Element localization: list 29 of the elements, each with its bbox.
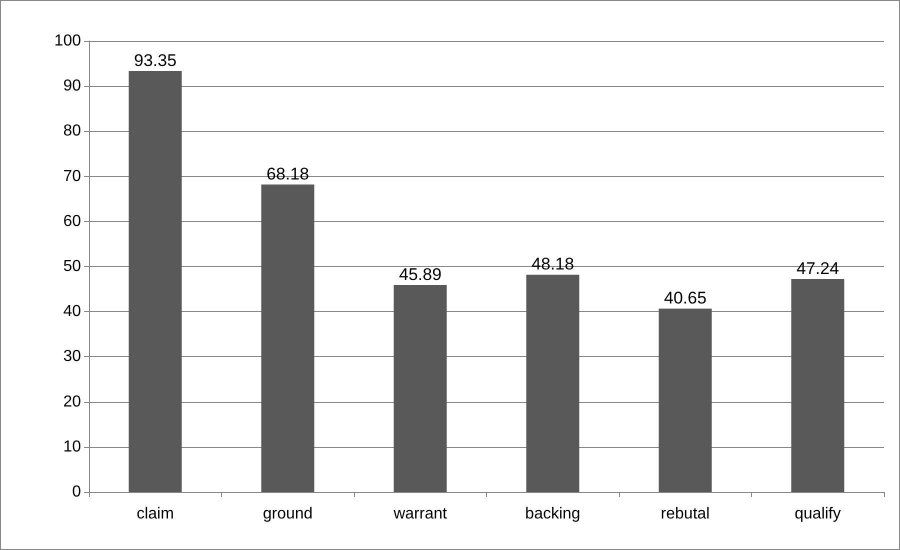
y-tick-label: 0 [72, 484, 82, 500]
bar [791, 278, 844, 492]
x-tick-label: claim [136, 506, 174, 522]
y-tick-label: 70 [63, 168, 82, 185]
x-tick-label: rebutal [660, 506, 710, 522]
bar [394, 285, 447, 492]
data-label: 47.24 [796, 258, 840, 278]
data-label: 48.18 [531, 254, 574, 274]
x-tick-label: ground [262, 506, 313, 522]
x-tick-label: warrant [392, 506, 448, 522]
y-tick-label: 30 [63, 348, 82, 366]
bar [526, 274, 580, 492]
x-tick-label: qualify [794, 506, 841, 522]
y-tick-label: 10 [63, 438, 82, 456]
bar [261, 184, 314, 492]
y-tick-label: 40 [63, 303, 82, 320]
y-tick-label: 90 [63, 78, 82, 95]
x-tick-label: backing [525, 506, 580, 522]
y-tick-label: 50 [63, 258, 82, 275]
y-tick-label: 60 [63, 212, 82, 230]
bar [658, 308, 712, 492]
data-label: 40.65 [664, 288, 707, 308]
y-tick-label: 20 [63, 393, 82, 410]
data-label: 45.89 [398, 265, 442, 284]
data-label: 93.35 [134, 50, 177, 70]
y-tick-label: 100 [54, 32, 82, 50]
bar [128, 70, 182, 492]
y-tick-label: 80 [63, 122, 82, 140]
data-label: 68.18 [266, 164, 310, 184]
